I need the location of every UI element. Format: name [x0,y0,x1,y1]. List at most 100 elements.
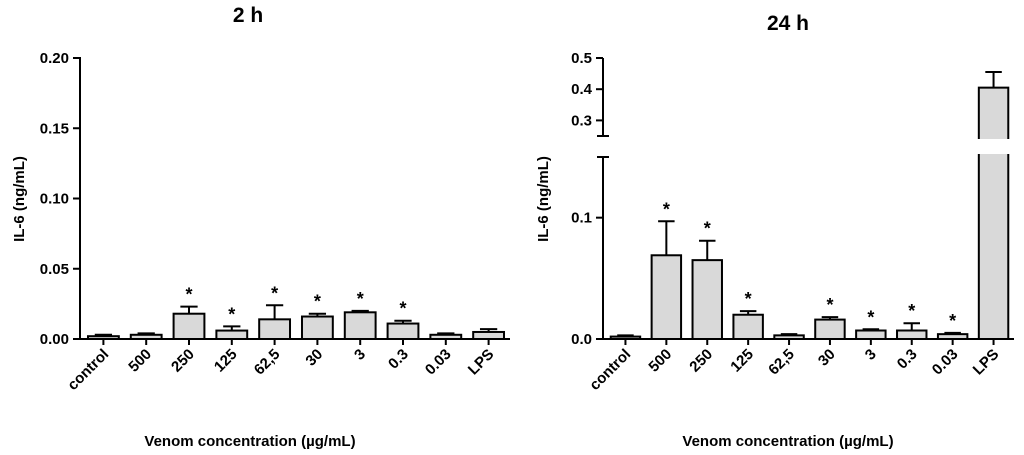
bar-group-125: * [215,304,249,341]
bar [650,254,683,340]
x-tick-label: LPS [970,346,1003,379]
significance-marker: * [949,311,956,331]
x-tick-label: 250 [686,346,716,376]
bar [300,315,334,340]
bar-group-LPS [472,328,506,341]
axis-break-gap [606,139,1017,154]
significance-marker: * [399,299,406,319]
chart-24h-bars: * * * * * * * [606,71,1017,341]
y-tick-label: 0.15 [40,120,69,137]
chart-2h-title: 2 h [233,4,263,27]
x-tick-label: control [586,346,634,394]
bar [936,333,969,341]
bar [472,330,506,341]
bar [86,335,120,341]
x-tick-label: control [64,346,112,394]
y-tick-label: 0.3 [571,112,592,129]
chart-24h: 24 h IL-6 (ng/mL) Venom concentration (µ… [535,12,1017,450]
x-tick-label: 0.3 [385,346,412,373]
bar [691,259,723,340]
chart-2h-axes [73,57,510,345]
significance-marker: * [867,307,874,327]
x-tick-label: 62,5 [765,346,798,379]
bar [773,334,805,340]
x-tick-label: 250 [168,346,198,376]
significance-marker: * [908,301,915,321]
bar-group-500 [129,332,163,341]
significance-marker: * [185,285,192,305]
chart-24h-y-ticks: 0.0 0.1 0.3 0.4 0.5 [571,50,593,348]
bar-group-3: * [343,289,377,340]
bar-group-250: * [172,285,206,340]
y-tick-label: 0.4 [571,81,593,98]
chart-24h-ylabel: IL-6 (ng/mL) [535,156,552,242]
bar [814,318,846,341]
x-tick-label: 0.3 [894,346,921,373]
x-tick-label: 500 [645,346,675,376]
x-tick-label: 62,5 [251,346,284,379]
bar-group-125: * [732,289,764,341]
bar-group-control [86,333,120,341]
chart-2h-y-ticks: 0.00 0.05 0.10 0.15 0.20 [40,50,69,348]
significance-marker: * [357,289,364,309]
chart-24h-xlabel: Venom concentration (µg/mL) [682,433,893,450]
bar [609,335,642,341]
chart-2h-ylabel: IL-6 (ng/mL) [11,156,28,242]
bar [172,312,206,340]
y-tick-label: 0.5 [571,50,592,67]
significance-marker: * [228,304,235,324]
bar-group-0.3: * [896,301,928,340]
bar-group-control [609,334,642,341]
bar [896,329,928,340]
x-tick-label: 0.03 [422,346,455,379]
x-tick-label: 30 [815,346,839,370]
bar-group-0.3: * [386,299,420,341]
x-tick-label: 0.03 [929,346,962,379]
chart-2h-xlabel: Venom concentration (µg/mL) [144,433,355,450]
x-tick-label: 3 [862,346,880,364]
x-tick-label: 125 [211,346,241,376]
bar-group-30: * [814,295,846,341]
bar [977,86,1010,340]
bar-group-62,5: * [258,283,292,340]
y-tick-label: 0.1 [571,210,592,227]
bar [215,329,249,341]
bar [343,311,377,340]
y-tick-label: 0.0 [571,331,592,348]
x-tick-label: 30 [302,346,326,370]
bar [855,329,887,340]
x-tick-label: LPS [465,346,498,379]
bar-group-250: * [691,219,723,340]
bar [429,333,463,341]
significance-marker: * [271,283,278,303]
bar [732,313,764,341]
bar-group-3: * [855,307,887,340]
bar-group-500: * [650,199,683,340]
bar-group-30: * [300,292,334,340]
x-tick-label: 125 [727,346,757,376]
chart-2h-x-ticks: control 500 250 125 62,5 30 3 0.3 0.03 LPS [64,346,497,394]
chart-24h-title: 24 h [767,12,809,35]
significance-marker: * [704,219,711,239]
y-tick-label: 0.05 [40,261,69,278]
bar [258,318,292,340]
bar-group-62,5 [773,333,805,340]
y-tick-label: 0.00 [40,331,69,348]
x-tick-label: 3 [351,346,369,364]
chart-2h: 2 h IL-6 (ng/mL) Venom concentration (µg… [11,4,510,450]
x-tick-label: 500 [125,346,155,376]
significance-marker: * [314,292,321,312]
bar [386,322,420,341]
chart-2h-bars: * * * * * * [86,283,506,341]
significance-marker: * [663,199,670,219]
significance-marker: * [745,289,752,309]
significance-marker: * [826,295,833,315]
bar-group-0.03: * [936,311,969,341]
bar-group-0.03 [429,332,463,341]
chart-24h-x-ticks: control 500 250 125 62,5 30 3 0.3 0.03 LPS [586,346,1002,394]
bar-group-LPS [977,71,1010,340]
y-tick-label: 0.10 [40,191,69,208]
y-tick-label: 0.20 [40,50,69,67]
bar [129,333,163,341]
